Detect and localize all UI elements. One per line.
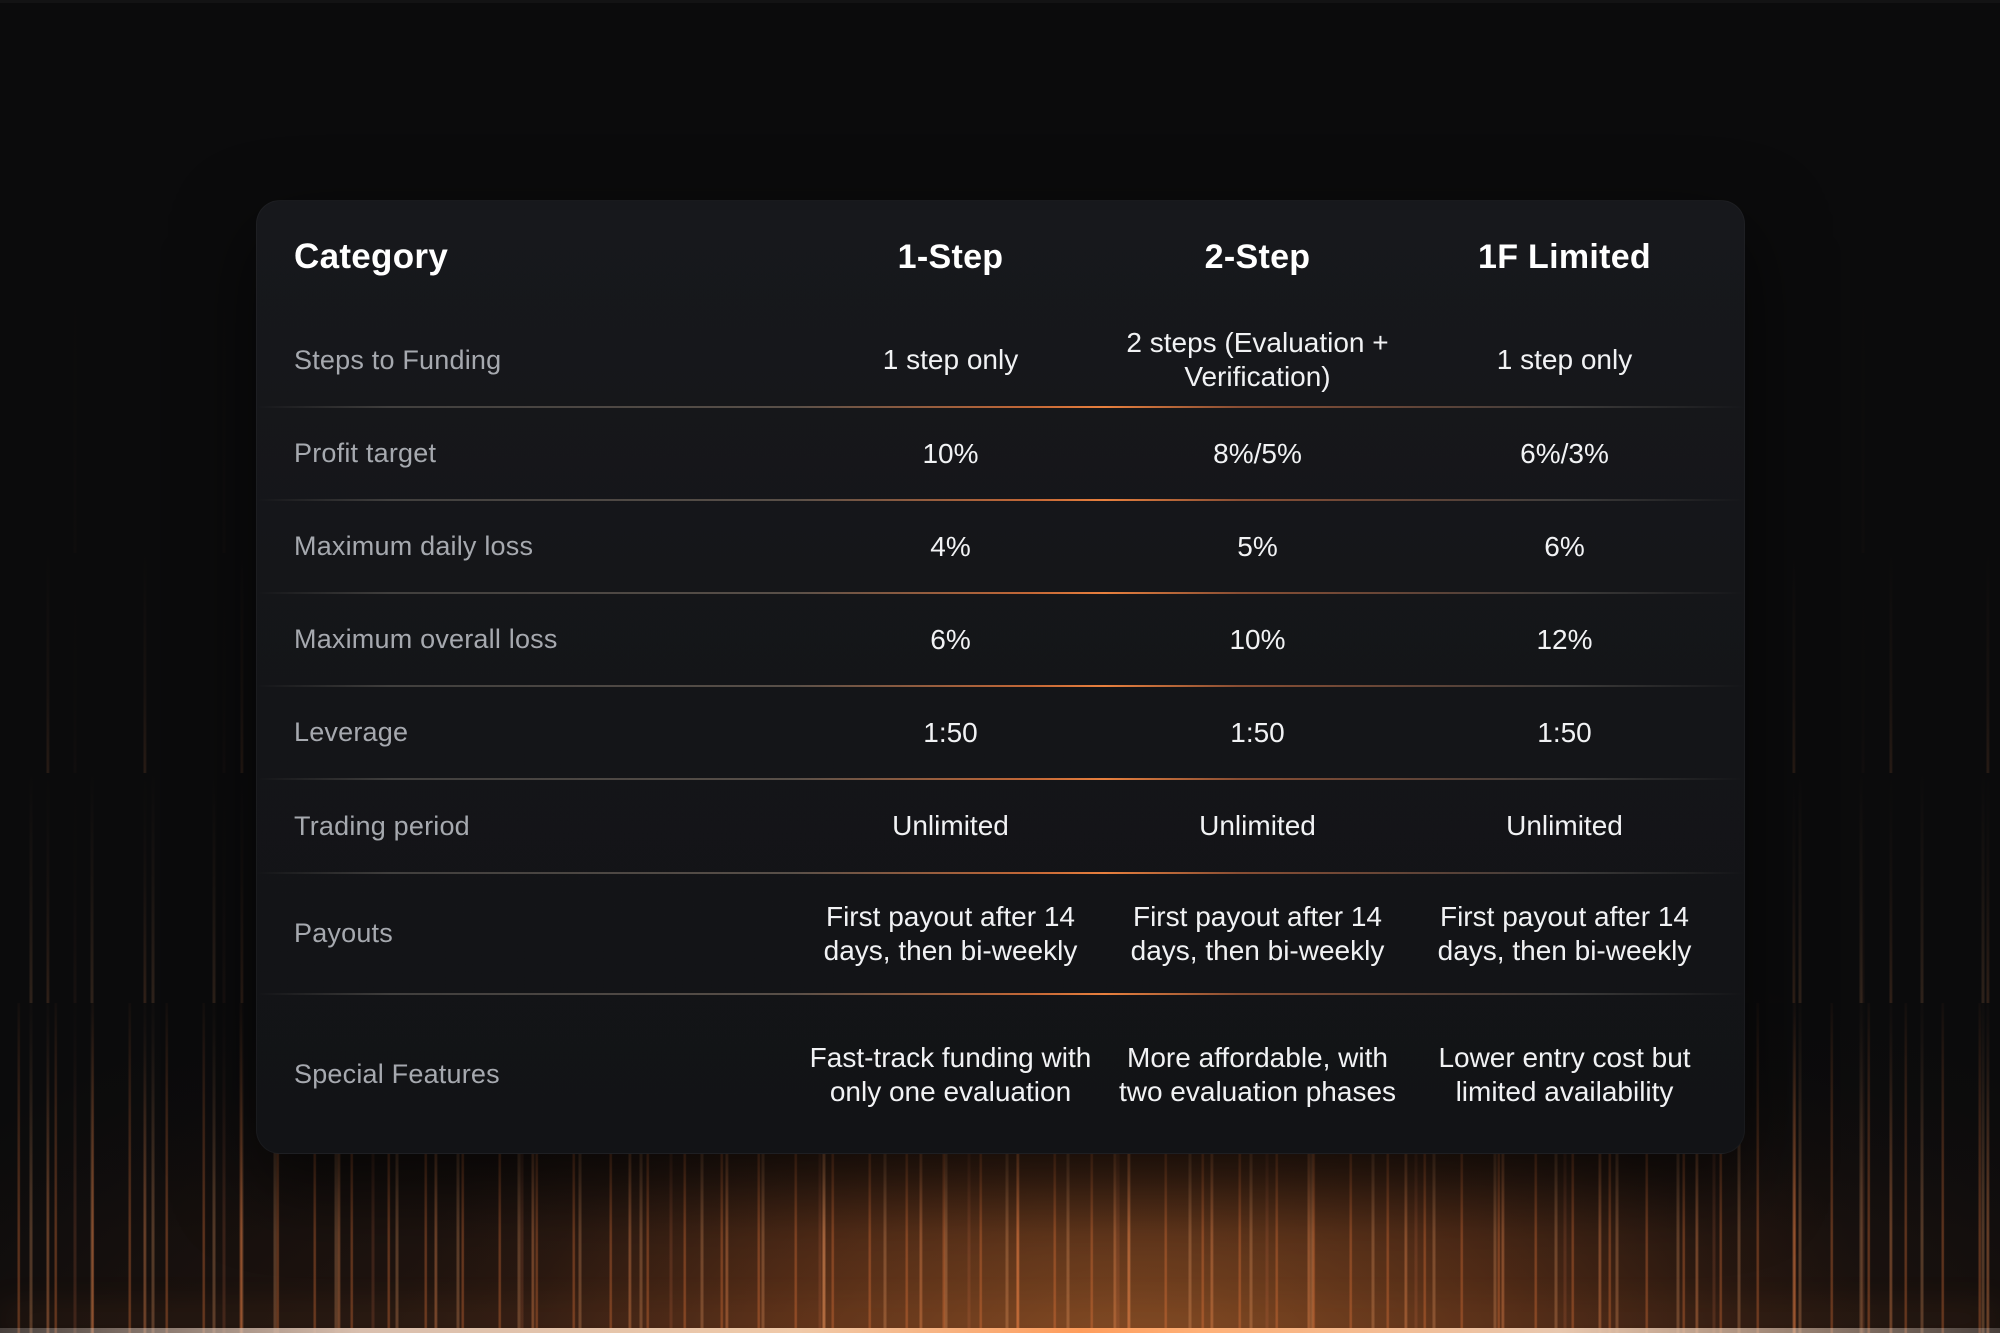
- cell-value: 1:50: [1230, 716, 1285, 748]
- column-header-1-step: 1-Step: [897, 237, 1004, 276]
- table-row-special-features: Special Features Fast-track funding with …: [257, 994, 1744, 1153]
- table-row-leverage: Leverage 1:50 1:50 1:50: [257, 686, 1744, 780]
- cell-value: 2 steps (Evaluation + Verification): [1126, 327, 1389, 392]
- table-row-profit-target: Profit target 10% 8%/5% 6%/3%: [257, 407, 1744, 501]
- table-row-maximum-daily-loss: Maximum daily loss 4% 5% 6%: [257, 500, 1744, 594]
- cell-value: 1 step only: [1496, 344, 1633, 376]
- comparison-card: Category 1-Step 2-Step 1F Limited Steps …: [256, 200, 1745, 1154]
- table-row-steps-to-funding: Steps to Funding 1 step only 2 steps (Eval…: [257, 313, 1744, 408]
- row-label: Payouts: [294, 918, 393, 948]
- column-header-category: Category: [294, 237, 449, 276]
- cell-value: 10%: [922, 437, 979, 469]
- cell-value: 10%: [1229, 623, 1286, 655]
- cell-value: First payout after 14 days, then bi-week…: [1437, 900, 1692, 966]
- cell-value: More affordable, with two evaluation pha…: [1118, 1041, 1397, 1107]
- cell-value: 8%/5%: [1213, 437, 1302, 469]
- cell-value: 1 step only: [882, 344, 1019, 376]
- cell-value: Unlimited: [1199, 810, 1316, 842]
- cell-value: 1:50: [1537, 716, 1592, 748]
- cell-value: Lower entry cost but limited availabilit…: [1438, 1041, 1691, 1107]
- row-label: Profit target: [294, 438, 437, 468]
- table-row-maximum-overall-loss: Maximum overall loss 6% 10% 12%: [257, 593, 1744, 687]
- cell-value: 6%: [930, 623, 971, 655]
- table-row-payouts: Payouts First payout after 14 days, then …: [257, 873, 1744, 995]
- table-row-trading-period: Trading period Unlimited Unlimited Unlimite…: [257, 779, 1744, 874]
- table-header-row: Category 1-Step 2-Step 1F Limited: [257, 201, 1744, 313]
- cell-value: 12%: [1536, 623, 1593, 655]
- cell-value: 6%/3%: [1520, 437, 1609, 469]
- bottom-light-strip: [0, 1328, 2000, 1333]
- row-label: Maximum overall loss: [294, 624, 558, 654]
- row-label: Special Features: [294, 1059, 500, 1089]
- cell-value: First payout after 14 days, then bi-week…: [1130, 900, 1385, 966]
- cell-value: Fast-track funding with only one evaluat…: [809, 1041, 1092, 1107]
- cell-value: 4%: [930, 530, 971, 562]
- cell-value: First payout after 14 days, then bi-week…: [823, 900, 1078, 966]
- row-label: Trading period: [294, 810, 470, 841]
- column-header-2-step: 2-Step: [1204, 237, 1311, 276]
- row-label: Maximum daily loss: [294, 531, 534, 561]
- cell-value: 5%: [1237, 530, 1278, 562]
- cell-value: Unlimited: [892, 810, 1009, 842]
- row-label: Steps to Funding: [294, 344, 502, 375]
- cell-value: Unlimited: [1506, 810, 1623, 842]
- cell-value: 1:50: [923, 716, 978, 748]
- cell-value: 6%: [1544, 530, 1585, 562]
- row-label: Leverage: [294, 717, 409, 747]
- table-body: Steps to Funding 1 step only 2 steps (Eval…: [257, 313, 1744, 1153]
- column-header-1f-limited: 1F Limited: [1477, 237, 1652, 276]
